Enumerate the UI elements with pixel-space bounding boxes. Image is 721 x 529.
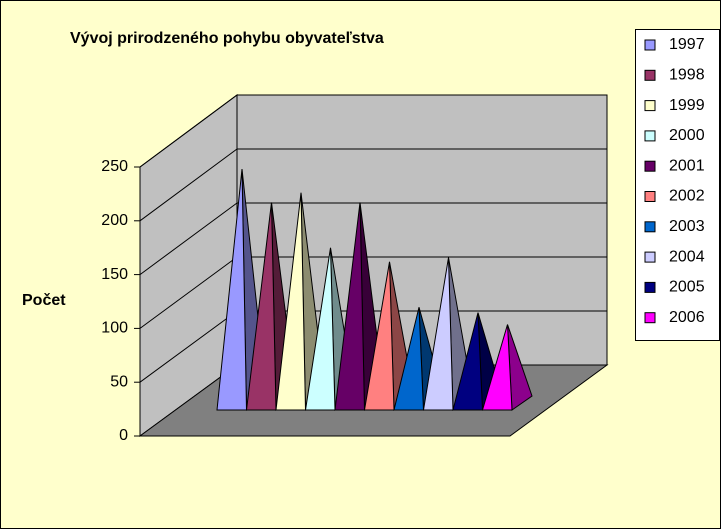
legend-swatch xyxy=(644,312,656,324)
legend-label: 2005 xyxy=(669,279,705,296)
legend-label: 1998 xyxy=(669,67,705,84)
grid-line xyxy=(139,94,238,168)
legend-swatch xyxy=(644,130,656,142)
legend-label: 1999 xyxy=(669,97,705,114)
pyramid xyxy=(452,312,484,411)
legend-label: 2001 xyxy=(669,157,705,174)
y-tick-label: 50 xyxy=(110,373,128,390)
pyramid xyxy=(334,202,366,411)
pyramid xyxy=(422,257,454,411)
legend-label: 2000 xyxy=(669,127,705,144)
y-tick-label: 100 xyxy=(101,320,128,337)
legend-swatch xyxy=(644,221,656,233)
legend-swatch xyxy=(644,39,656,51)
grid-line xyxy=(139,310,238,383)
legend-label: 2002 xyxy=(669,188,705,205)
legend-label: 2006 xyxy=(669,309,705,326)
y-tick-label: 200 xyxy=(101,212,128,229)
y-tick-label: 0 xyxy=(119,427,128,444)
legend-label: 2004 xyxy=(669,248,705,265)
pyramid xyxy=(275,192,307,411)
pyramid xyxy=(481,324,513,411)
legend-swatch xyxy=(644,160,656,172)
legend-label: 2003 xyxy=(669,218,705,235)
grid-line xyxy=(139,256,238,329)
legend-swatch xyxy=(644,69,656,81)
legend-label: 1997 xyxy=(669,36,705,53)
pyramid xyxy=(216,168,248,411)
legend-swatch xyxy=(644,251,656,263)
chart-title: Vývoj prirodzeného pohybu obyvateľstva xyxy=(70,30,384,47)
pyramid xyxy=(393,307,425,411)
legend-swatch xyxy=(644,281,656,293)
pyramid xyxy=(363,261,395,411)
legend-swatch xyxy=(644,100,656,112)
y-axis-label: Počet xyxy=(22,292,66,309)
pyramid xyxy=(245,202,277,411)
grid-line xyxy=(139,202,238,276)
legend-swatch xyxy=(644,191,656,202)
y-tick-label: 150 xyxy=(101,266,128,283)
grid-line xyxy=(139,148,238,222)
pyramid xyxy=(304,247,336,411)
y-tick-label: 250 xyxy=(101,158,128,175)
